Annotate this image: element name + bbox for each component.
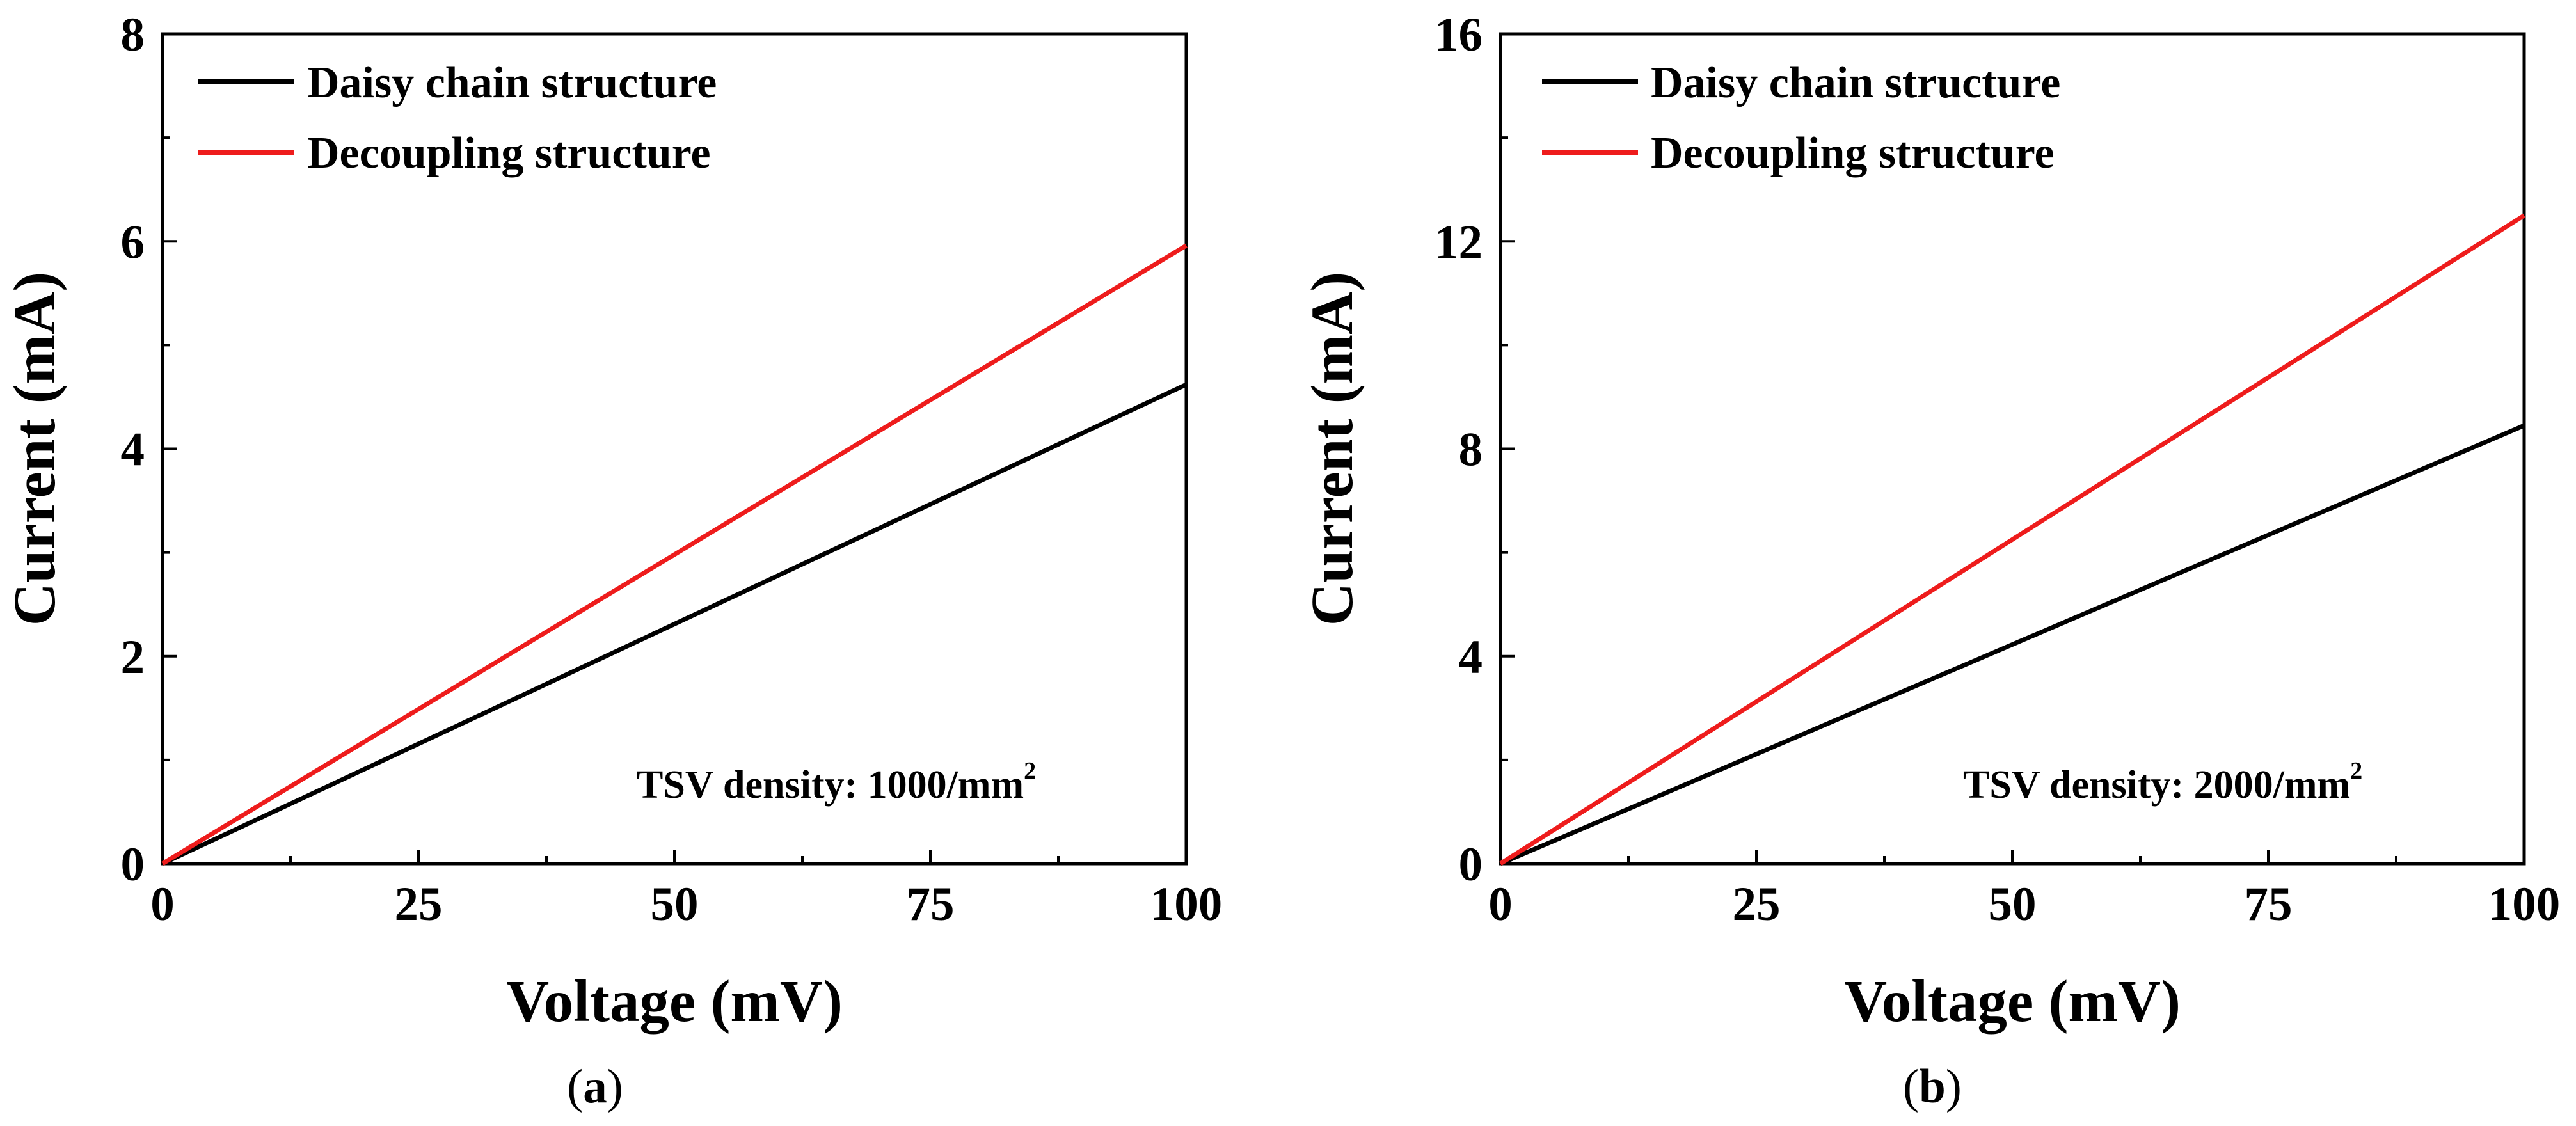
x-tick-label: 100 <box>1150 878 1223 931</box>
y-tick-label: 0 <box>121 838 145 891</box>
y-tick-label: 8 <box>121 8 145 61</box>
chart-panel-b: 0 25 50 75 100 0 4 8 12 16 Daisy chain structure De… <box>1300 8 2560 1113</box>
x-tick-label: 75 <box>907 878 955 931</box>
legend-label: Daisy chain structure <box>307 58 717 107</box>
legend-label: Daisy chain structure <box>1651 58 2060 107</box>
y-axis-title: Current (mA) <box>1300 272 1365 626</box>
panel-label: (b) <box>1903 1060 1962 1113</box>
y-tick-label: 4 <box>121 424 145 477</box>
y-tick-label: 2 <box>121 631 145 684</box>
density-annotation: TSV density: 1000/mm2 <box>637 757 1036 807</box>
x-axis-title: Voltage (mV) <box>506 969 843 1035</box>
x-tick-label: 100 <box>2488 878 2561 931</box>
x-tick-label: 75 <box>2245 878 2293 931</box>
x-tick-label: 25 <box>1733 878 1781 931</box>
panel-label: (a) <box>567 1060 623 1113</box>
y-tick-label: 8 <box>1459 424 1483 477</box>
x-axis-title: Voltage (mV) <box>1844 969 2181 1035</box>
y-tick-label: 0 <box>1459 838 1483 891</box>
y-tick-label: 12 <box>1435 216 1483 269</box>
y-axis-title: Current (mA) <box>2 272 68 626</box>
series-line-decoupling <box>1499 213 2525 866</box>
x-tick-label: 0 <box>150 878 175 931</box>
series-line-decoupling <box>161 243 1188 866</box>
density-annotation: TSV density: 2000/mm2 <box>1963 757 2362 807</box>
x-tick-label: 50 <box>1989 878 2037 931</box>
series-line-daisy-chain <box>1499 423 2525 866</box>
legend-label: Decoupling structure <box>307 129 711 178</box>
x-tick-label: 50 <box>651 878 699 931</box>
y-tick-label: 6 <box>121 216 145 269</box>
y-tick-label: 4 <box>1459 631 1483 684</box>
y-tick-label: 16 <box>1435 8 1483 61</box>
series-line-daisy-chain <box>161 382 1188 866</box>
x-tick-label: 0 <box>1488 878 1513 931</box>
x-tick-label: 25 <box>395 878 443 931</box>
chart-panel-a: 0 25 50 75 100 0 2 4 6 8 Daisy chain structure Deco… <box>2 8 1222 1113</box>
legend-label: Decoupling structure <box>1651 129 2055 178</box>
